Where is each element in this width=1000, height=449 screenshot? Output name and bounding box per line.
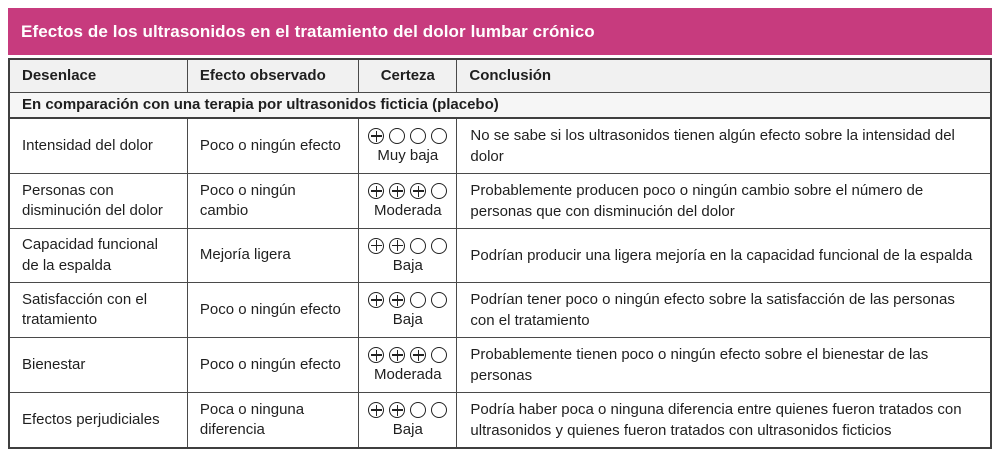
certainty-cell: Baja — [358, 282, 458, 338]
table-row: Bienestar Poco o ningún efecto Moderada Pro… — [8, 337, 992, 393]
certainty-cell: Baja — [358, 228, 458, 283]
empty-circle-icon — [431, 292, 448, 309]
certainty-label: Moderada — [374, 366, 442, 384]
plus-circle-icon — [389, 183, 406, 200]
empty-circle-icon — [431, 128, 448, 145]
empty-circle-icon — [410, 292, 427, 309]
plus-circle-icon — [368, 183, 385, 200]
certainty-cell: Moderada — [358, 173, 458, 229]
plus-circle-icon — [410, 347, 427, 364]
outcome-cell: Capacidad funcional de la espalda — [8, 228, 188, 283]
column-header-row: Desenlace Efecto observado Certeza Concl… — [8, 58, 992, 93]
certainty-cell: Baja — [358, 392, 458, 449]
plus-circle-icon — [368, 292, 385, 309]
effect-cell: Poco o ningún cambio — [186, 173, 360, 229]
table-row: Efectos perjudiciales Poca o ninguna dife… — [8, 392, 992, 449]
table-row: Capacidad funcional de la espalda Mejoría… — [8, 228, 992, 283]
certainty-cell: Muy baja — [358, 117, 458, 174]
effect-cell: Poco o ningún efecto — [186, 117, 360, 174]
table-row: Intensidad del dolor Poco o ningún efecto… — [8, 117, 992, 174]
plus-circle-icon — [389, 292, 406, 309]
plus-circle-icon — [410, 183, 427, 200]
plus-circle-icon — [389, 237, 406, 254]
certainty-rating — [361, 292, 454, 309]
conclusion-cell: Podrían producir una ligera mejoría en l… — [456, 228, 992, 283]
certainty-rating — [361, 347, 454, 364]
effect-cell: Poco o ningún efecto — [186, 337, 360, 393]
effect-cell: Mejoría ligera — [186, 228, 360, 283]
column-header-conclusion: Conclusión — [456, 58, 992, 93]
empty-circle-icon — [410, 237, 427, 254]
certainty-rating — [361, 183, 454, 200]
empty-circle-icon — [431, 183, 448, 200]
table-row: Satisfacción con el tratamiento Poco o ni… — [8, 282, 992, 338]
section-header-row: En comparación con una terapia por ultra… — [8, 91, 992, 119]
certainty-rating — [361, 128, 454, 145]
column-header-effect: Efecto observado — [186, 58, 360, 93]
conclusion-cell: Podrían tener poco o ningún efecto sobre… — [456, 282, 992, 338]
plus-circle-icon — [368, 237, 385, 254]
conclusion-cell: Probablemente producen poco o ningún cam… — [456, 173, 992, 229]
certainty-rating — [361, 402, 454, 419]
plus-circle-icon — [389, 402, 406, 419]
effect-cell: Poco o ningún efecto — [186, 282, 360, 338]
evidence-table: Desenlace Efecto observado Certeza Concl… — [8, 58, 992, 449]
outcome-cell: Personas con disminución del dolor — [8, 173, 188, 229]
table-title-bar: Efectos de los ultrasonidos en el tratam… — [8, 8, 992, 55]
empty-circle-icon — [410, 402, 427, 419]
certainty-rating — [361, 237, 454, 254]
outcome-cell: Satisfacción con el tratamiento — [8, 282, 188, 338]
certainty-label: Baja — [392, 311, 423, 329]
plus-circle-icon — [368, 128, 385, 145]
outcome-cell: Efectos perjudiciales — [8, 392, 188, 449]
column-header-outcome: Desenlace — [8, 58, 188, 93]
empty-circle-icon — [431, 402, 448, 419]
certainty-cell: Moderada — [358, 337, 458, 393]
plus-circle-icon — [368, 402, 385, 419]
empty-circle-icon — [431, 237, 448, 254]
empty-circle-icon — [389, 128, 406, 145]
certainty-label: Baja — [392, 256, 423, 274]
certainty-label: Baja — [392, 421, 423, 439]
section-header-label: En comparación con una terapia por ultra… — [8, 91, 992, 119]
empty-circle-icon — [410, 128, 427, 145]
table-row: Personas con disminución del dolor Poco o… — [8, 173, 992, 229]
empty-circle-icon — [431, 347, 448, 364]
conclusion-cell: No se sabe si los ultrasonidos tienen al… — [456, 117, 992, 174]
conclusion-cell: Podría haber poca o ninguna diferencia e… — [456, 392, 992, 449]
conclusion-cell: Probablemente tienen poco o ningún efect… — [456, 337, 992, 393]
page-title: Efectos de los ultrasonidos en el tratam… — [21, 21, 595, 41]
plus-circle-icon — [389, 347, 406, 364]
column-header-certainty: Certeza — [358, 58, 458, 93]
outcome-cell: Intensidad del dolor — [8, 117, 188, 174]
plus-circle-icon — [368, 347, 385, 364]
effect-cell: Poca o ninguna diferencia — [186, 392, 360, 449]
certainty-label: Moderada — [374, 202, 442, 220]
certainty-label: Muy baja — [377, 147, 439, 165]
outcome-cell: Bienestar — [8, 337, 188, 393]
